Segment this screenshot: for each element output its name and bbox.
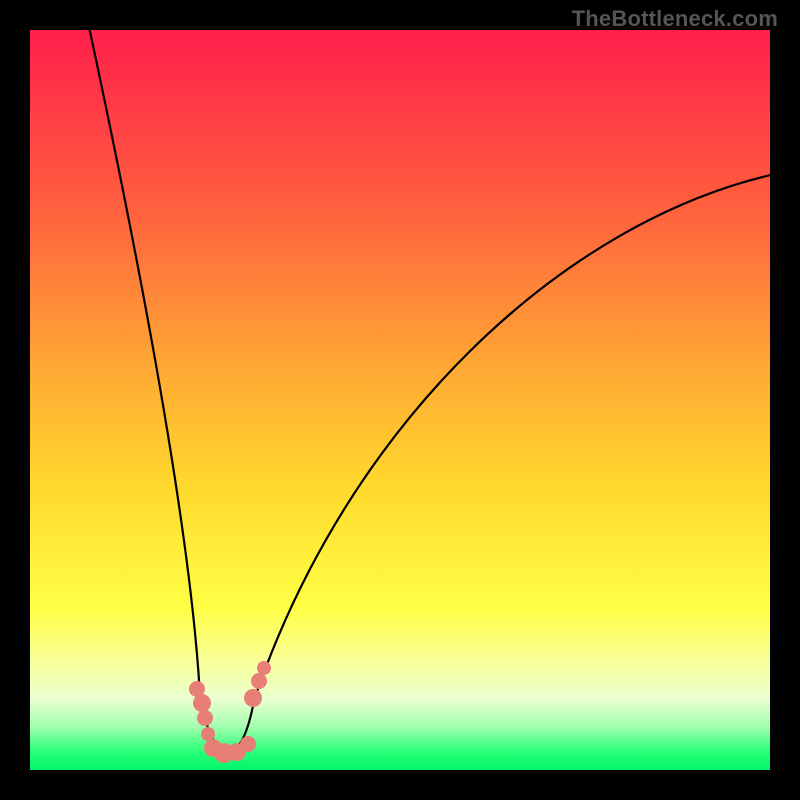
marker-dot <box>251 673 267 689</box>
bottleneck-curve <box>83 0 773 751</box>
frame: TheBottleneck.com <box>0 0 800 800</box>
curve-layer <box>30 30 770 770</box>
watermark-text: TheBottleneck.com <box>572 6 778 32</box>
marker-dot <box>240 736 256 752</box>
marker-dot <box>197 710 213 726</box>
marker-dot <box>244 689 262 707</box>
plot-area <box>30 30 770 770</box>
marker-dot <box>257 661 271 675</box>
